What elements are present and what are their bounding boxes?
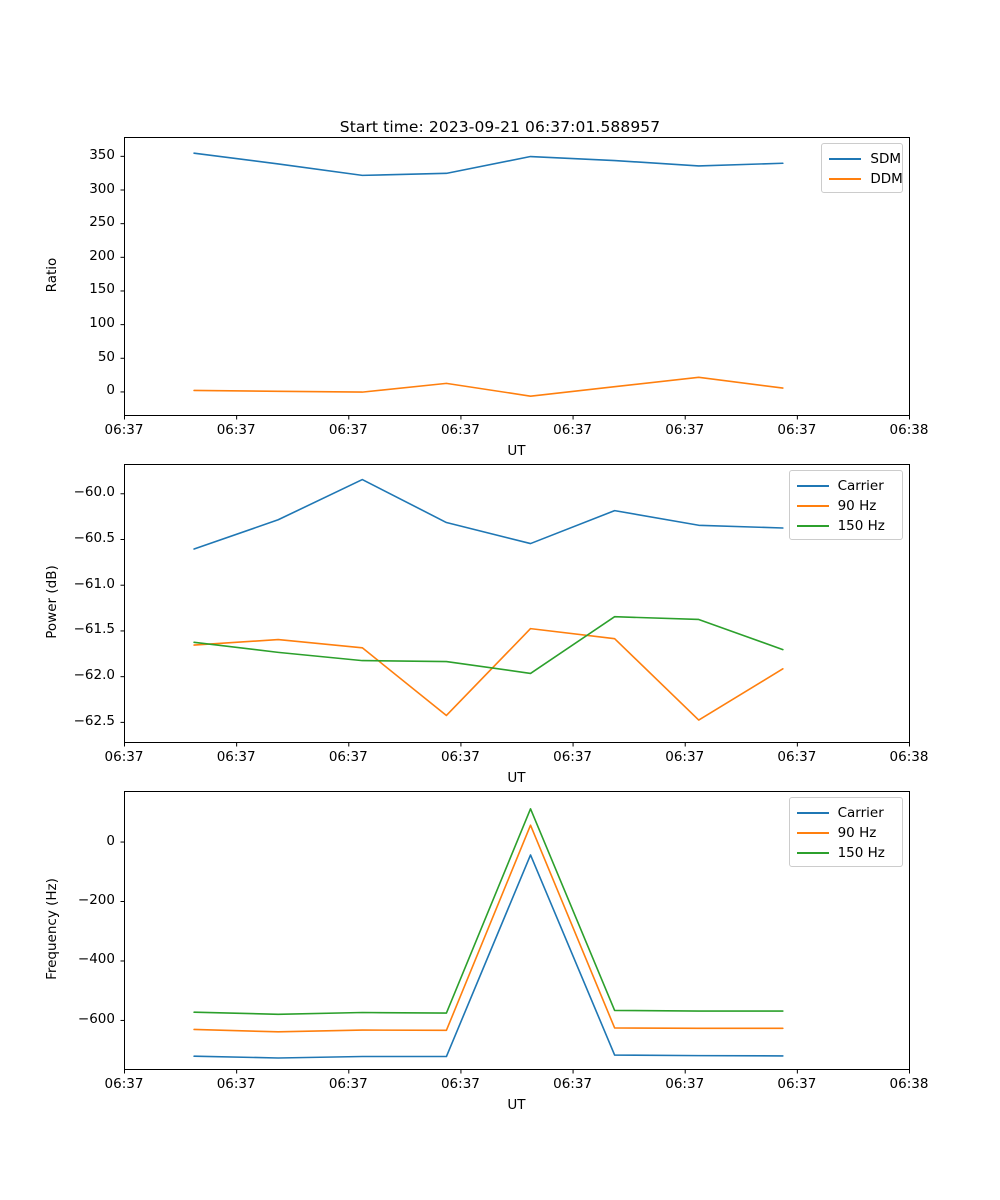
y-tick-label: 350 — [89, 146, 115, 163]
legend-label: SDM — [870, 151, 902, 167]
y-axis-label: Frequency (Hz) — [44, 878, 60, 980]
x-tick-label: 06:37 — [440, 1076, 480, 1092]
subplot-frequency: 06:37 06:37 06:37 06:37 06:37 06:37 06:37 06:38… — [0, 0, 1000, 1113]
plot-area-3 — [120, 791, 910, 1074]
x-axis-label: UT — [507, 770, 526, 786]
y-tick-label: −62.5 — [73, 712, 115, 729]
x-tick-label: 06:38 — [889, 422, 929, 438]
legend-line-swatch — [829, 158, 862, 160]
y-tick-label: 250 — [89, 214, 115, 231]
legend-item-carrier[interactable]: Carrier — [796, 476, 895, 496]
x-tick-label: 06:37 — [777, 749, 817, 765]
axes-frame — [124, 791, 910, 1070]
legend-label: Carrier — [837, 805, 884, 821]
legend-item-90-hz[interactable]: 90 Hz — [796, 496, 895, 516]
x-tick-label: 06:37 — [665, 749, 705, 765]
series-line-150-hz — [193, 615, 784, 675]
y-tick-label: −600 — [77, 1010, 115, 1027]
y-tick-label: −60.5 — [73, 529, 115, 546]
legend-label: 150 Hz — [837, 518, 885, 534]
x-axis-label: UT — [507, 443, 526, 459]
y-tick-label: 50 — [97, 348, 115, 365]
legend-item-ddm[interactable]: DDM — [829, 169, 903, 189]
figure-title: Start time: 2023-09-21 06:37:01.588957 — [339, 118, 661, 136]
series-line-carrier — [193, 854, 784, 1059]
y-tick-label: −200 — [77, 892, 115, 908]
plot-area-1 — [120, 137, 910, 420]
legend-panel-1[interactable]: SDM DDM — [821, 143, 903, 193]
y-tick-label: −60.0 — [73, 484, 115, 501]
x-tick-label: 06:37 — [440, 422, 480, 438]
legend-label: 90 Hz — [837, 498, 877, 514]
x-tick-label: 06:37 — [553, 422, 593, 438]
x-tick-label: 06:37 — [553, 1076, 593, 1092]
legend-item-150-hz[interactable]: 150 Hz — [796, 843, 895, 863]
y-tick-label: −62.0 — [73, 667, 115, 684]
legend-item-90-hz[interactable]: 90 Hz — [796, 823, 895, 843]
legend-label: 150 Hz — [837, 845, 885, 861]
subplot-ratio: 06:37 06:37 06:37 06:37 06:37 06:37 06:37 06:38… — [0, 0, 1000, 459]
series-line-ddm — [193, 376, 784, 397]
legend-label: Carrier — [837, 478, 884, 494]
series-line-150-hz — [193, 808, 784, 1016]
legend-line-swatch — [796, 832, 829, 834]
y-tick-label: 200 — [89, 247, 115, 264]
x-tick-label: 06:37 — [104, 1076, 144, 1092]
legend-label: DDM — [870, 171, 903, 187]
legend-line-swatch — [829, 178, 862, 180]
legend-panel-2[interactable]: Carrier 90 Hz 150 Hz — [788, 470, 903, 540]
legend-label: 90 Hz — [837, 825, 877, 841]
axes-frame — [124, 137, 910, 416]
x-tick-label: 06:38 — [889, 749, 929, 765]
series-line-sdm — [193, 152, 784, 177]
x-tick-label: 06:38 — [889, 1076, 929, 1092]
x-tick-label: 06:37 — [104, 422, 144, 438]
x-tick-label: 06:37 — [216, 1076, 256, 1092]
legend-line-swatch — [796, 505, 829, 507]
y-tick-label: −61.0 — [73, 575, 115, 592]
legend-line-swatch — [796, 485, 829, 487]
x-tick-label: 06:37 — [665, 422, 705, 438]
y-tick-label: 0 — [106, 832, 115, 849]
x-tick-label: 06:37 — [328, 1076, 368, 1092]
legend-line-swatch — [796, 812, 829, 814]
y-tick-label: 300 — [89, 180, 115, 197]
y-tick-label: 100 — [89, 315, 115, 332]
y-tick-label: 150 — [89, 281, 115, 298]
x-tick-label: 06:37 — [777, 1076, 817, 1092]
y-axis-label: Power (dB) — [44, 565, 60, 639]
x-tick-label: 06:37 — [216, 422, 256, 438]
legend-item-150-hz[interactable]: 150 Hz — [796, 516, 895, 536]
x-tick-label: 06:37 — [777, 422, 817, 438]
y-tick-label: 0 — [106, 382, 115, 399]
series-line-carrier — [193, 478, 784, 550]
x-axis-label: UT — [507, 1097, 526, 1113]
y-tick-label: −61.5 — [73, 621, 115, 638]
legend-item-carrier[interactable]: Carrier — [796, 803, 895, 823]
legend-item-sdm[interactable]: SDM — [829, 149, 901, 169]
x-tick-label: 06:37 — [440, 749, 480, 765]
legend-line-swatch — [796, 525, 829, 527]
subplot-power: 06:37 06:37 06:37 06:37 06:37 06:37 06:37 06:38… — [0, 0, 1000, 786]
plot-area-2 — [120, 464, 910, 747]
series-line-90-hz — [193, 824, 784, 1033]
axes-frame — [124, 464, 910, 743]
legend-panel-3[interactable]: Carrier 90 Hz 150 Hz — [788, 797, 903, 867]
series-line-90-hz — [193, 627, 784, 721]
x-tick-label: 06:37 — [665, 1076, 705, 1092]
x-tick-label: 06:37 — [104, 749, 144, 765]
x-tick-label: 06:37 — [216, 749, 256, 765]
x-tick-label: 06:37 — [328, 749, 368, 765]
legend-line-swatch — [796, 852, 829, 854]
x-tick-label: 06:37 — [553, 749, 593, 765]
y-tick-label: −400 — [77, 951, 115, 968]
x-tick-label: 06:37 — [328, 422, 368, 438]
